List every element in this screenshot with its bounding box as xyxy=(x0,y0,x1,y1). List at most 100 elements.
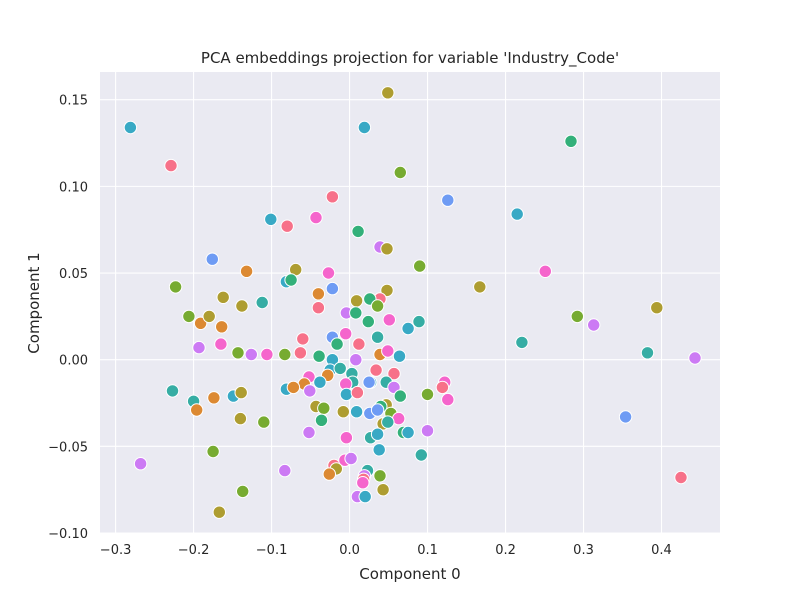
data-point xyxy=(510,207,524,221)
data-point xyxy=(325,190,340,204)
data-point xyxy=(381,86,395,100)
data-point xyxy=(317,401,331,415)
data-point xyxy=(344,451,358,466)
grid-lines xyxy=(100,72,720,534)
y-tick-label: 0.15 xyxy=(59,94,88,109)
data-point xyxy=(312,349,326,363)
data-point xyxy=(311,301,326,315)
data-point xyxy=(322,467,336,481)
y-tick-label: −0.05 xyxy=(48,440,88,455)
data-point xyxy=(618,410,633,424)
data-point xyxy=(278,347,292,362)
data-point xyxy=(231,346,245,360)
data-point xyxy=(234,385,248,400)
data-point xyxy=(278,463,292,478)
plot-background xyxy=(100,72,720,533)
data-point xyxy=(381,415,395,429)
data-point xyxy=(401,321,415,336)
data-point xyxy=(233,411,248,426)
data-point xyxy=(350,385,365,400)
y-tick-labels: −0.10 −0.05 0.00 0.05 0.10 0.15 xyxy=(48,94,88,542)
data-point xyxy=(358,489,372,504)
data-point xyxy=(296,332,310,346)
data-point xyxy=(640,346,655,360)
data-point xyxy=(303,384,317,398)
data-point xyxy=(349,405,364,419)
data-point xyxy=(393,165,407,180)
data-point xyxy=(182,309,196,324)
x-tick-label: 0.2 xyxy=(495,543,516,558)
data-point xyxy=(538,264,552,278)
data-point xyxy=(257,415,271,429)
data-point xyxy=(380,283,394,298)
data-point xyxy=(587,318,601,332)
data-point xyxy=(473,280,487,294)
y-tick-label: 0.00 xyxy=(59,354,88,369)
data-point xyxy=(336,405,350,419)
x-tick-label: −0.3 xyxy=(100,543,132,558)
data-point xyxy=(356,476,370,490)
data-point xyxy=(192,340,206,355)
data-point xyxy=(309,210,323,225)
data-point xyxy=(650,301,664,315)
data-point xyxy=(164,158,178,173)
y-tick-label: −0.10 xyxy=(48,527,88,542)
data-point xyxy=(260,347,274,362)
data-point xyxy=(123,120,138,135)
x-tick-label: 0.3 xyxy=(573,543,594,558)
data-point xyxy=(313,375,327,389)
x-tick-label: 0.1 xyxy=(417,543,438,558)
x-tick-label: 0.4 xyxy=(651,543,672,558)
data-point xyxy=(264,212,278,227)
data-point xyxy=(370,403,385,417)
data-point xyxy=(325,281,340,296)
data-point xyxy=(688,351,702,365)
data-point xyxy=(393,389,407,403)
data-point xyxy=(435,380,450,395)
data-point xyxy=(349,294,364,308)
data-point xyxy=(302,425,316,440)
data-point xyxy=(362,375,376,389)
chart-title: PCA embeddings projection for variable '… xyxy=(201,49,619,68)
data-point xyxy=(311,287,326,301)
data-point xyxy=(190,403,204,417)
data-point xyxy=(205,252,220,266)
data-point xyxy=(370,330,385,344)
data-point xyxy=(239,264,254,278)
y-tick-label: 0.05 xyxy=(59,267,88,282)
data-point xyxy=(333,361,347,376)
data-point xyxy=(414,448,428,462)
data-point xyxy=(235,299,249,313)
data-point xyxy=(207,391,221,405)
y-tick-label: 0.10 xyxy=(59,180,88,195)
data-point xyxy=(357,120,372,135)
data-point xyxy=(133,457,148,471)
data-point xyxy=(236,484,250,499)
data-point xyxy=(372,443,386,457)
data-point xyxy=(214,337,228,351)
data-point xyxy=(216,290,230,304)
data-point xyxy=(420,387,435,402)
data-point xyxy=(369,363,383,377)
data-point xyxy=(321,266,336,280)
data-point xyxy=(392,349,407,363)
data-point xyxy=(314,413,329,427)
data-point xyxy=(380,242,394,256)
data-point xyxy=(339,387,354,402)
x-tick-label: −0.1 xyxy=(256,543,288,558)
x-tick-labels: −0.3 −0.2 −0.1 0.0 0.1 0.2 0.3 0.4 xyxy=(100,543,672,558)
data-point xyxy=(284,273,298,287)
x-tick-label: −0.2 xyxy=(178,543,210,558)
data-point xyxy=(352,337,366,351)
data-point xyxy=(381,344,395,358)
data-point xyxy=(212,505,227,519)
data-point xyxy=(420,424,435,438)
data-point xyxy=(570,309,584,324)
data-point xyxy=(412,314,426,329)
x-tick-label: 0.0 xyxy=(339,543,360,558)
data-point xyxy=(382,313,396,327)
data-point xyxy=(370,299,385,313)
data-point xyxy=(674,470,688,485)
data-point xyxy=(441,392,455,407)
